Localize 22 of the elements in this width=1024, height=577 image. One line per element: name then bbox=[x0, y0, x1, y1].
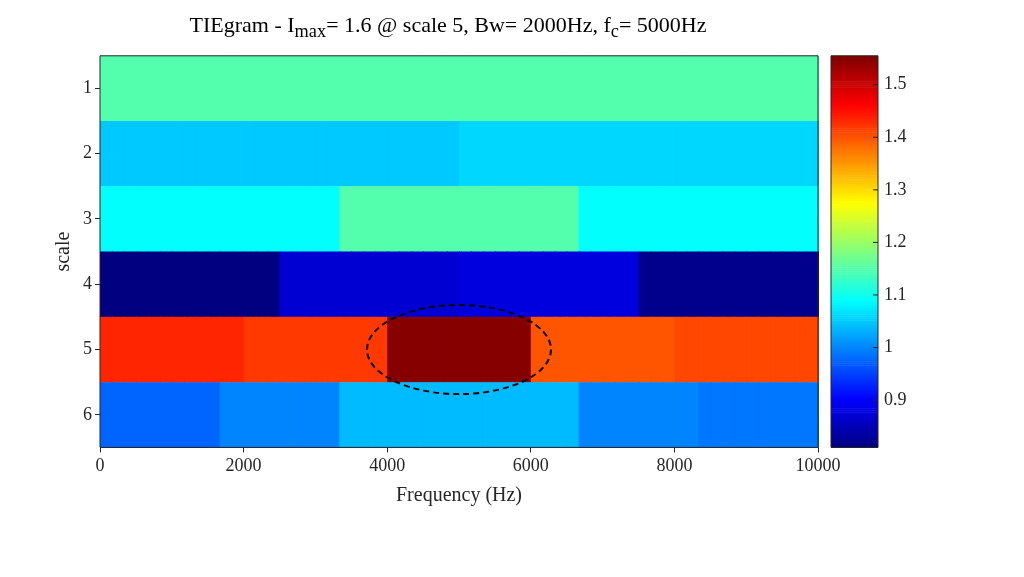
x-tick-label: 2000 bbox=[225, 454, 262, 475]
x-tick-label: 0 bbox=[95, 454, 105, 475]
color-bar-label: 1.5 bbox=[884, 73, 907, 94]
color-bar-label: 1.1 bbox=[884, 283, 907, 304]
x-axis-title: Frequency (Hz) bbox=[395, 483, 523, 507]
y-tick-label: 3 bbox=[83, 207, 92, 228]
x-tick-label: 6000 bbox=[512, 454, 549, 475]
x-tick-label: 10000 bbox=[795, 454, 841, 475]
y-axis-title: scale bbox=[51, 231, 74, 272]
color-bar-label: 0.9 bbox=[884, 388, 907, 409]
color-bar-label: 1.2 bbox=[884, 231, 907, 252]
y-tick-label: 2 bbox=[83, 142, 92, 163]
chart-title: TIEgram - I$_{max}$= 1.6 @ scale 5, Bw= 2000Hz, f$_{c}$= 5000Hz bbox=[188, 11, 708, 42]
color-bar-label: 1 bbox=[884, 336, 893, 357]
color-bar-label: 1.4 bbox=[884, 126, 907, 147]
color-bar-label: 1.3 bbox=[884, 178, 907, 199]
x-tick-label: 8000 bbox=[656, 454, 693, 475]
y-tick-label: 5 bbox=[83, 338, 92, 359]
x-tick-label: 4000 bbox=[369, 454, 406, 475]
y-tick-label: 6 bbox=[83, 403, 92, 424]
y-tick-label: 1 bbox=[83, 77, 92, 98]
y-tick-label: 4 bbox=[83, 272, 92, 293]
